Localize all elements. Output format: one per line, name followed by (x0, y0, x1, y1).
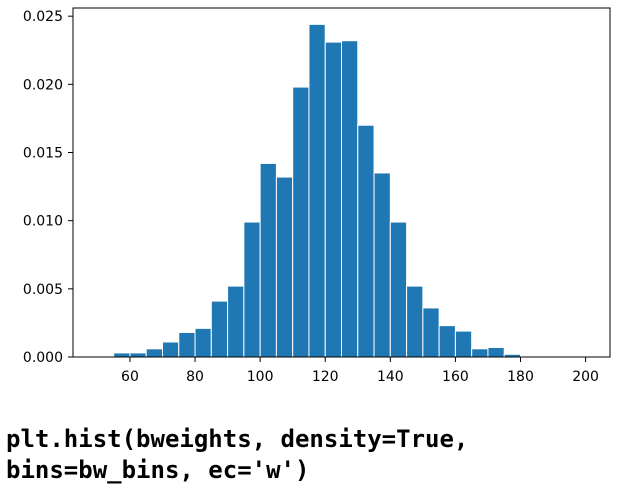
code-caption: plt.hist(bweights, density=True, bins=bw_… (6, 424, 621, 486)
y-tick-label: 0.020 (23, 77, 63, 93)
x-tick-label: 100 (247, 369, 274, 385)
histogram-bar (275, 176, 294, 358)
y-tick-label: 0.010 (23, 214, 63, 230)
code-caption-line-1: plt.hist(bweights, density=True, (6, 425, 469, 453)
x-tick-label: 140 (377, 369, 404, 385)
histogram-bar (308, 23, 326, 358)
histogram-bar (422, 307, 440, 358)
y-tick-label: 0.005 (23, 282, 63, 298)
x-tick-label: 200 (572, 369, 599, 385)
histogram-bar (373, 172, 391, 358)
histogram-bar (178, 331, 196, 358)
y-axis: 0.000 0.005 0.010 0.015 0.020 0.025 (23, 9, 73, 366)
x-tick-label: 160 (442, 369, 469, 385)
histogram-bar (357, 124, 375, 358)
histogram-bar (113, 352, 131, 358)
histogram-bar (389, 221, 408, 358)
histogram-bar (341, 40, 359, 358)
x-tick-label: 80 (186, 369, 204, 385)
histogram-bar (406, 285, 424, 358)
y-tick-label: 0.000 (23, 350, 63, 366)
histogram-bar (292, 86, 310, 358)
x-axis: 60 80 100 120 140 160 180 200 (121, 357, 599, 385)
x-tick-label: 180 (507, 369, 534, 385)
histogram-bar (227, 285, 245, 358)
y-tick-label: 0.015 (23, 146, 63, 162)
histogram-bar (243, 221, 261, 358)
histogram-bar (210, 300, 229, 358)
histogram-bar (487, 346, 505, 358)
histogram-bar (129, 352, 147, 358)
histogram-bar (471, 348, 489, 358)
histogram-chart: 60 80 100 120 140 160 180 200 0.0000.0050.0100.… (23, 7, 611, 385)
code-caption-line-2: bins=bw_bins, ec='w') (6, 456, 310, 484)
x-tick-label: 120 (312, 369, 339, 385)
histogram-bar (454, 330, 473, 358)
x-tick-label: 60 (121, 369, 139, 385)
histogram-bar (438, 325, 456, 358)
histogram-bars (113, 23, 521, 358)
y-tick-label: 0.025 (23, 9, 63, 25)
histogram-bar (194, 327, 212, 358)
histogram-bar (145, 348, 164, 358)
histogram-bar (259, 162, 277, 358)
histogram-bar (162, 341, 180, 358)
histogram-bar (324, 41, 342, 358)
plot-frame (72, 7, 611, 358)
